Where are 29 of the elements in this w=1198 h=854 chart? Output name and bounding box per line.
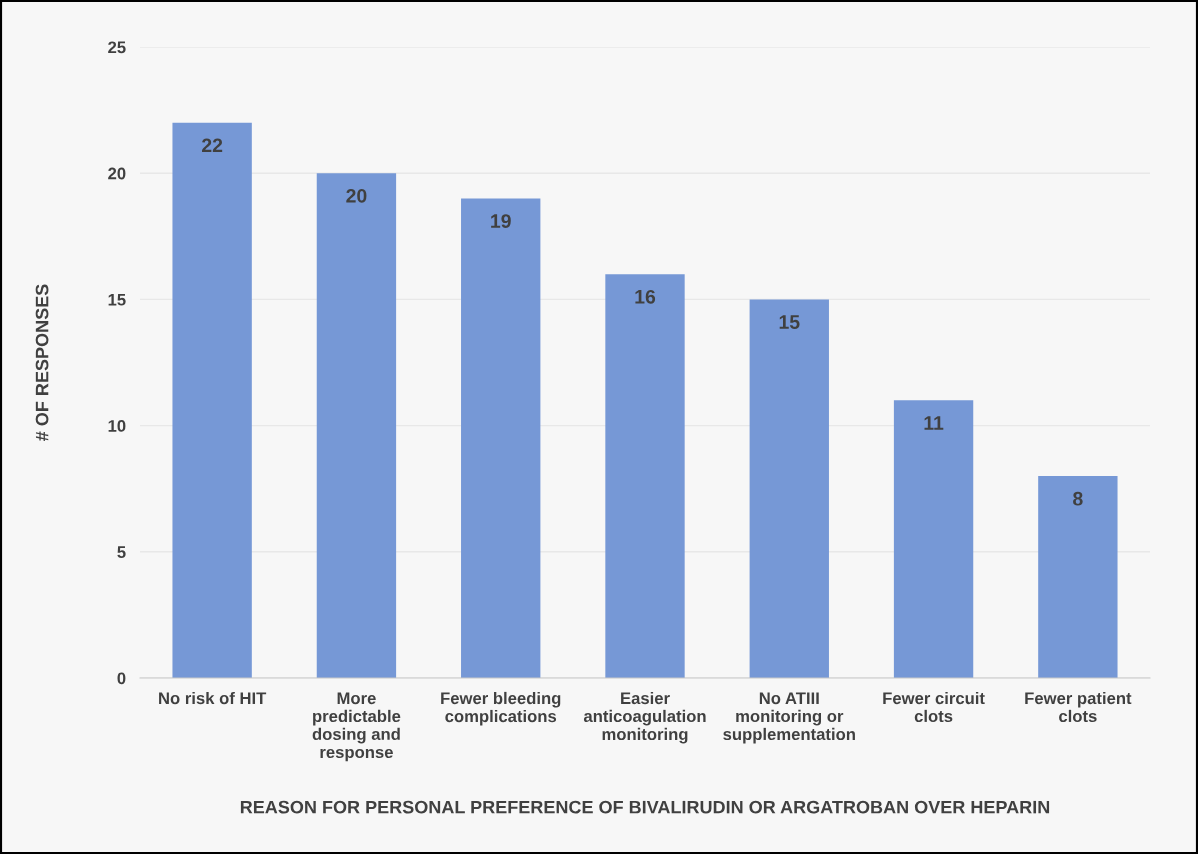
y-tick-label: 25: [108, 41, 126, 54]
y-tick-label: 0: [117, 672, 126, 685]
data-label: 20: [346, 188, 367, 203]
bar: [172, 122, 252, 678]
x-tick-label: No risk of HIT: [159, 691, 267, 705]
data-label: 22: [202, 138, 223, 153]
bar: [461, 198, 541, 678]
x-tick-label: Easier anticoagulation monitoring: [583, 691, 706, 744]
data-label: 15: [779, 315, 800, 329]
x-tick-label: More predictable dosing and response: [312, 692, 401, 762]
x-tick-label: No ATIII monitoring or supplementation: [723, 692, 855, 744]
data-label: 19: [491, 214, 511, 228]
x-tick-label: Fewer patient clots: [1025, 691, 1132, 723]
y-axis-title: # OF RESPONSES: [35, 284, 49, 441]
data-label: 8: [1073, 491, 1083, 506]
bar: [316, 173, 397, 678]
x-tick-label: Fewer bleeding complications: [441, 691, 561, 726]
bar: [605, 274, 685, 678]
data-label: 11: [924, 416, 944, 430]
y-tick-label: 15: [108, 293, 126, 306]
bar: [893, 400, 974, 678]
bar: [749, 299, 829, 678]
data-label: 16: [635, 289, 656, 304]
bar: [1038, 476, 1118, 678]
x-tick-label: Fewer circuit clots: [883, 691, 985, 723]
y-tick-label: 10: [108, 420, 126, 432]
y-tick-label: 5: [117, 546, 126, 558]
y-tick-label: 20: [108, 167, 126, 180]
x-axis-title: REASON FOR PERSONAL PREFERENCE OF BIVALIRUDIN OR ARGATROBAN OVER HEPARIN: [240, 800, 1050, 814]
